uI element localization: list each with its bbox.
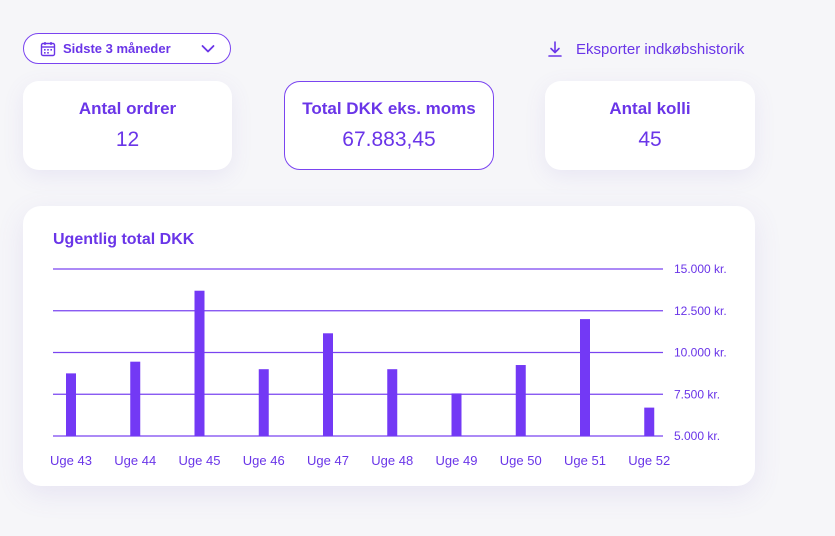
card-value: 67.883,45 xyxy=(342,128,436,151)
x-tick-label: Uge 49 xyxy=(436,453,478,468)
card-value: 45 xyxy=(638,128,662,151)
x-tick-label: Uge 48 xyxy=(371,453,413,468)
y-tick-label: 10.000 kr. xyxy=(674,346,727,360)
y-tick-label: 5.000 kr. xyxy=(674,429,720,443)
total-dkk-card[interactable]: Total DKK eks. moms 67.883,45 xyxy=(284,81,494,170)
bar[interactable] xyxy=(387,369,398,436)
bar[interactable] xyxy=(66,373,76,436)
bar[interactable] xyxy=(644,407,655,436)
orders-count-card[interactable]: Antal ordrer 12 xyxy=(23,81,232,170)
bar[interactable] xyxy=(580,319,590,436)
x-tick-label: Uge 43 xyxy=(50,453,92,468)
bar[interactable] xyxy=(451,393,462,436)
date-range-label: Sidste 3 måneder xyxy=(63,41,171,56)
x-tick-label: Uge 47 xyxy=(307,453,349,468)
card-title: Antal kolli xyxy=(609,99,691,118)
card-title: Total DKK eks. moms xyxy=(302,99,476,118)
bar[interactable] xyxy=(323,333,333,436)
bar[interactable] xyxy=(194,290,205,436)
calendar-icon xyxy=(40,41,56,57)
x-tick-label: Uge 46 xyxy=(243,453,285,468)
chevron-down-icon xyxy=(200,41,216,57)
parcels-count-card[interactable]: Antal kolli 45 xyxy=(545,81,755,170)
x-tick-label: Uge 51 xyxy=(564,453,606,468)
card-title: Antal ordrer xyxy=(78,99,177,118)
date-range-select[interactable]: Sidste 3 måneder xyxy=(23,33,231,64)
y-tick-label: 7.500 kr. xyxy=(674,387,720,401)
x-tick-label: Uge 52 xyxy=(628,453,670,468)
bar[interactable] xyxy=(258,369,269,436)
export-history-link[interactable]: Eksporter indkøbshistorik xyxy=(546,38,744,60)
bar[interactable] xyxy=(515,365,526,436)
x-tick-label: Uge 50 xyxy=(500,453,542,468)
weekly-chart-card xyxy=(23,206,755,486)
download-icon xyxy=(546,40,564,58)
y-tick-label: 15.000 kr. xyxy=(674,262,727,276)
export-label: Eksporter indkøbshistorik xyxy=(576,40,745,58)
chart-title: Ugentlig total DKK xyxy=(53,231,195,248)
x-tick-label: Uge 44 xyxy=(114,453,156,468)
y-tick-label: 12.500 kr. xyxy=(674,304,727,318)
card-value: 12 xyxy=(115,128,140,151)
bar[interactable] xyxy=(130,361,141,436)
x-tick-label: Uge 45 xyxy=(179,453,221,468)
